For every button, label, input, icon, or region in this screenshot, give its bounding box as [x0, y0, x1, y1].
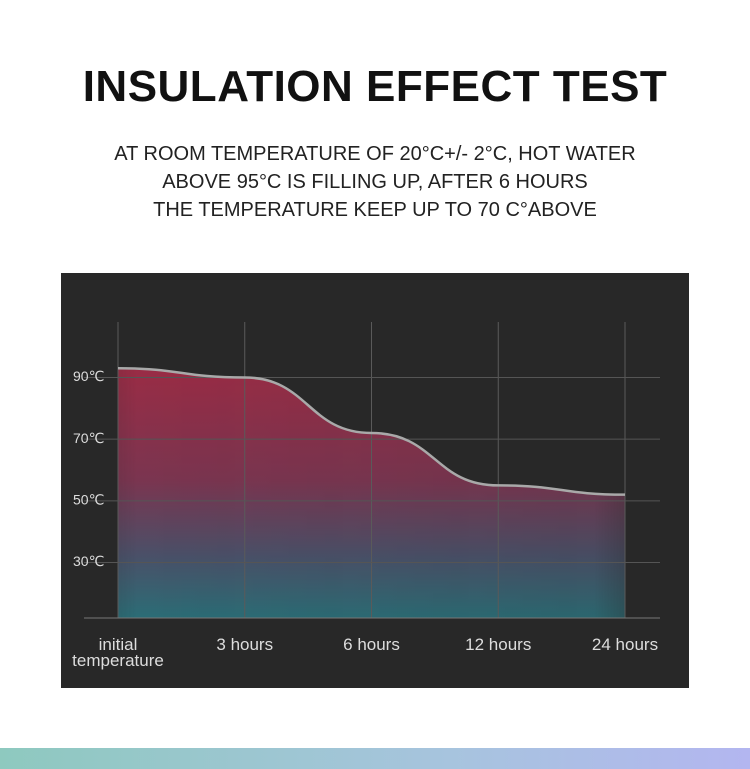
y-tick-label: 50℃: [73, 492, 104, 508]
x-tick-label: 24 hours: [591, 635, 659, 654]
x-tick-label: 12 hours: [465, 635, 532, 654]
page-title: INSULATION EFFECT TEST: [82, 62, 668, 111]
y-tick-label: 30℃: [73, 553, 104, 569]
y-tick-label: 70℃: [73, 430, 104, 446]
subtitle-line: AT ROOM TEMPERATURE OF 20°C+/- 2°C, HOT …: [114, 143, 636, 165]
x-tick-label: 6 hours: [343, 635, 400, 654]
chart: 30℃ 50℃ 70℃ 90℃ initial temperature 3 hours 6…: [61, 273, 689, 688]
bottom-band: [0, 748, 750, 769]
subtitle: AT ROOM TEMPERATURE OF 20°C+/- 2°C, HOT …: [0, 140, 750, 224]
x-tick-label: 3 hours: [216, 635, 274, 654]
y-tick-label: 90℃: [73, 368, 104, 384]
x-tick-label: initial temperature: [72, 635, 164, 670]
chart-svg: 30℃ 50℃ 70℃ 90℃: [73, 322, 660, 619]
subtitle-line: THE TEMPERATURE KEEP UP TO 70 C°ABOVE: [153, 199, 597, 221]
subtitle-line: ABOVE 95°C IS FILLING UP, AFTER 6 HOURS: [162, 171, 588, 193]
line: [117, 367, 626, 496]
